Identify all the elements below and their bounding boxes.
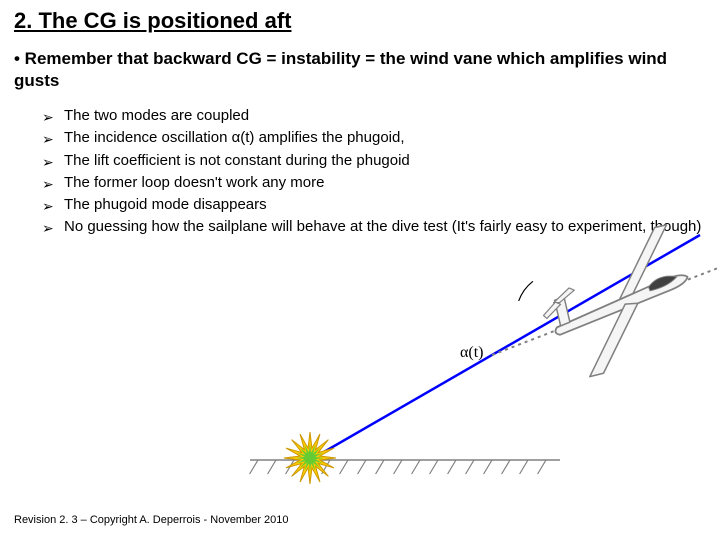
bullet-list: ➢ The two modes are coupled ➢ The incidenc… [14, 106, 706, 238]
alpha-label: α(t) [460, 344, 483, 362]
bullet-text: The former loop doesn't work any more [64, 174, 324, 191]
list-item: ➢ No guessing how the sailplane will beha… [42, 217, 706, 237]
bullet-icon: ➢ [42, 108, 54, 127]
bullet-icon: ➢ [42, 153, 54, 172]
bullet-text: The two modes are coupled [64, 107, 249, 124]
bullet-text: The phugoid mode disappears [64, 196, 267, 213]
list-item: ➢ The former loop doesn't work any more [42, 173, 706, 193]
bullet-icon: ➢ [42, 197, 54, 216]
bullet-icon: ➢ [42, 175, 54, 194]
bullet-text: The lift coefficient is not constant dur… [64, 152, 410, 169]
list-item: ➢ The incidence oscillation α(t) amplifie… [42, 128, 706, 148]
list-item: ➢ The phugoid mode disappears [42, 195, 706, 215]
slide-subtitle: • Remember that backward CG = instabilit… [14, 48, 706, 92]
bullet-text: The incidence oscillation α(t) amplifies… [64, 129, 405, 146]
footer-text: Revision 2. 3 – Copyright A. Deperrois -… [14, 514, 289, 526]
slide-title: 2. The CG is positioned aft [14, 8, 706, 34]
bullet-text: No guessing how the sailplane will behav… [64, 218, 701, 235]
list-item: ➢ The two modes are coupled [42, 106, 706, 126]
bullet-icon: ➢ [42, 219, 54, 238]
list-item: ➢ The lift coefficient is not constant du… [42, 151, 706, 171]
bullet-icon: ➢ [42, 130, 54, 149]
